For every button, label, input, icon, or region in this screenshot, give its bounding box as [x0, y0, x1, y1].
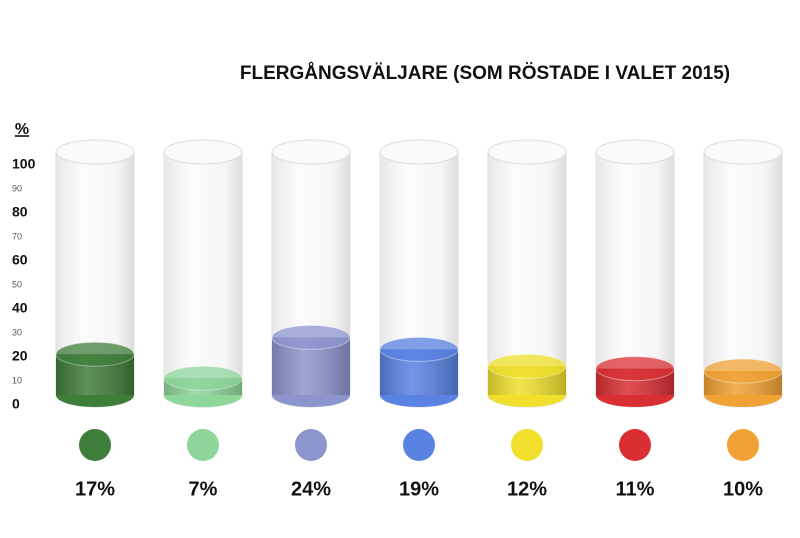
party-logo — [295, 429, 327, 461]
glass-top — [595, 139, 675, 165]
party-logo — [187, 429, 219, 461]
bar-top — [55, 341, 135, 367]
y-tick-label: 10 — [12, 375, 22, 385]
cylinder — [163, 139, 243, 461]
value-label: 12% — [507, 478, 547, 500]
glass — [595, 151, 675, 396]
party-logo — [403, 429, 435, 461]
party-logo — [79, 429, 111, 461]
y-tick-label: 30 — [12, 327, 22, 337]
cylinder — [595, 139, 675, 461]
bar-top — [487, 353, 567, 379]
cylinder — [487, 139, 567, 461]
bar-top — [271, 324, 351, 350]
party-logo — [619, 429, 651, 461]
bar-top — [163, 365, 243, 391]
cylinder — [55, 139, 135, 461]
party-logo — [511, 429, 543, 461]
cylinder — [703, 139, 783, 461]
y-tick-label: 20 — [12, 348, 28, 364]
chart-title: FLERGÅNGSVÄLJARE (SOM RÖSTADE I VALET 20… — [240, 63, 730, 84]
glass-top — [487, 139, 567, 165]
value-label: 11% — [616, 478, 655, 500]
value-label: 10% — [723, 478, 763, 500]
value-label: 24% — [291, 478, 331, 500]
bar-top — [379, 336, 459, 362]
glass-top — [271, 139, 351, 165]
value-label: 19% — [399, 478, 439, 500]
y-tick-label: 70 — [12, 231, 22, 241]
y-tick-label: 80 — [12, 204, 28, 220]
cylinder — [271, 139, 351, 461]
bar-top — [703, 358, 783, 384]
cylinder — [379, 139, 459, 461]
y-tick-label: 60 — [12, 252, 28, 268]
value-label: 17% — [75, 478, 115, 500]
y-tick-label: 0 — [12, 396, 20, 412]
glass-top — [55, 139, 135, 165]
party-logo — [727, 429, 759, 461]
glass-top — [163, 139, 243, 165]
glass-top — [703, 139, 783, 165]
y-tick-label: 40 — [12, 300, 28, 316]
bar-top — [595, 356, 675, 382]
glass-top — [379, 139, 459, 165]
glass — [163, 151, 243, 396]
glass — [703, 151, 783, 396]
y-tick-label: 90 — [12, 183, 22, 193]
y-axis-label: % — [15, 121, 29, 138]
y-tick-label: 50 — [12, 279, 22, 289]
value-label: 7% — [189, 478, 218, 500]
y-tick-label: 100 — [12, 156, 36, 172]
